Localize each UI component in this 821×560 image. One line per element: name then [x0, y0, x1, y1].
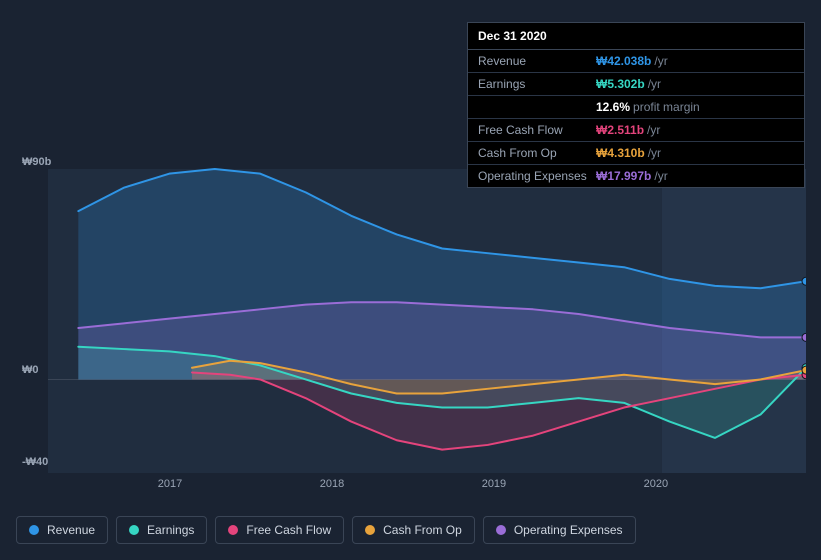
tooltip-row-suffix: profit margin	[633, 100, 700, 114]
legend-label: Operating Expenses	[514, 523, 623, 537]
legend-item[interactable]: Operating Expenses	[483, 516, 636, 544]
tooltip-row-suffix: /yr	[654, 169, 667, 183]
legend-item[interactable]: Earnings	[116, 516, 207, 544]
x-tick-label: 2017	[158, 478, 182, 490]
tooltip-row-value: ₩42.038b	[596, 54, 651, 68]
x-tick-label: 2019	[482, 478, 506, 490]
legend-dot-icon	[365, 525, 375, 535]
legend: Revenue Earnings Free Cash Flow Cash From O…	[16, 516, 636, 544]
tooltip-row-value: ₩5.302b	[596, 77, 645, 91]
tooltip-row-suffix: /yr	[648, 146, 661, 160]
legend-dot-icon	[129, 525, 139, 535]
legend-dot-icon	[29, 525, 39, 535]
legend-dot-icon	[496, 525, 506, 535]
x-axis: 2017 2018 2019 2020	[16, 478, 806, 498]
tooltip-row-label: Earnings	[478, 77, 596, 91]
legend-label: Free Cash Flow	[246, 523, 331, 537]
legend-item[interactable]: Revenue	[16, 516, 108, 544]
tooltip-row: Cash From Op₩4.310b/yr	[468, 142, 804, 165]
tooltip-row-value: ₩17.997b	[596, 169, 651, 183]
legend-item[interactable]: Free Cash Flow	[215, 516, 344, 544]
legend-label: Cash From Op	[383, 523, 462, 537]
tooltip-row: 12.6%profit margin	[468, 96, 804, 119]
tooltip-row-label: Cash From Op	[478, 146, 596, 160]
tooltip-row: Earnings₩5.302b/yr	[468, 73, 804, 96]
chart-plot[interactable]	[16, 155, 806, 475]
tooltip-row: Operating Expenses₩17.997b/yr	[468, 165, 804, 187]
tooltip-date: Dec 31 2020	[468, 23, 804, 50]
tooltip-row-value: 12.6%	[596, 100, 630, 114]
tooltip-row-label: Free Cash Flow	[478, 123, 596, 137]
legend-label: Revenue	[47, 523, 95, 537]
tooltip-row-value: ₩4.310b	[596, 146, 645, 160]
tooltip-row-suffix: /yr	[654, 54, 667, 68]
tooltip-row: Revenue₩42.038b/yr	[468, 50, 804, 73]
chart-container: Dec 31 2020 Revenue₩42.038b/yrEarnings₩5…	[0, 0, 821, 560]
tooltip-row-label: Revenue	[478, 54, 596, 68]
tooltip-row-suffix: /yr	[647, 123, 660, 137]
tooltip-row-value: ₩2.511b	[596, 123, 644, 137]
tooltip-panel: Dec 31 2020 Revenue₩42.038b/yrEarnings₩5…	[467, 22, 805, 188]
legend-dot-icon	[228, 525, 238, 535]
tooltip-row-label: Operating Expenses	[478, 169, 596, 183]
legend-label: Earnings	[147, 523, 194, 537]
tooltip-row-label	[478, 100, 596, 114]
x-tick-label: 2018	[320, 478, 344, 490]
tooltip-row: Free Cash Flow₩2.511b/yr	[468, 119, 804, 142]
x-tick-label: 2020	[644, 478, 668, 490]
legend-item[interactable]: Cash From Op	[352, 516, 475, 544]
tooltip-row-suffix: /yr	[648, 77, 661, 91]
